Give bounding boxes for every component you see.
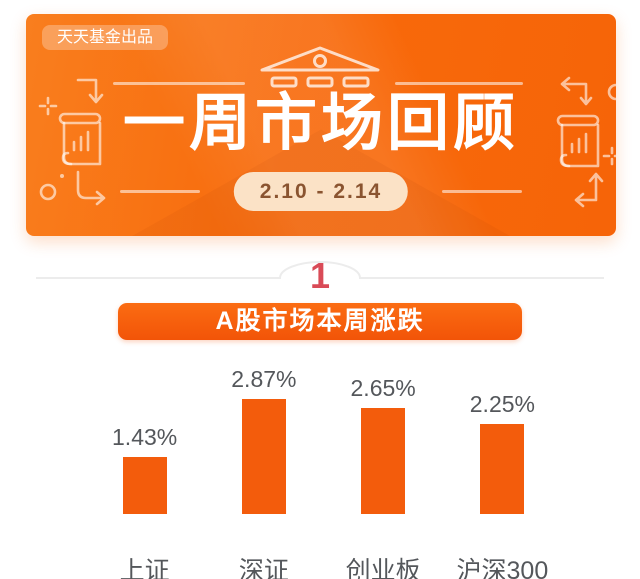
circle-icon xyxy=(607,83,616,101)
sparkle-icon xyxy=(38,96,58,116)
chart-column: 1.43% 上证 xyxy=(85,365,204,579)
category-label: 上证 xyxy=(119,557,170,579)
bar xyxy=(480,424,525,514)
turn-arrow-up-icon xyxy=(574,172,604,208)
section-divider xyxy=(36,261,604,279)
bar xyxy=(361,408,406,514)
bar xyxy=(122,457,167,514)
left-decoration-group xyxy=(38,78,106,206)
turn-arrow-left-icon xyxy=(560,76,593,106)
category-label: 沪深300 xyxy=(456,557,549,579)
divider-line xyxy=(120,190,200,193)
date-range-pill: 2.10 - 2.14 xyxy=(233,172,409,211)
divider-line xyxy=(442,190,522,193)
turn-arrow-down-icon xyxy=(76,78,104,104)
right-decoration-group xyxy=(556,76,616,208)
bar-chart: 1.43% 上证 2.87% 深证 2.65% 创业板 2.25% 沪深300 xyxy=(85,365,562,579)
divider-line xyxy=(395,82,523,85)
banner: 天天基金出品 一周市场回顾 2.10 - 2.14 xyxy=(26,14,616,236)
chart-column: 2.87% 深证 xyxy=(204,365,323,579)
category-label: 创业板 xyxy=(345,557,421,579)
circle-icon xyxy=(39,174,64,201)
bank-icon xyxy=(260,46,380,88)
chart-column: 2.25% 沪深300 xyxy=(443,365,562,579)
divider-line xyxy=(113,82,245,85)
scroll-chart-icon xyxy=(58,112,102,166)
bar-value-label: 2.65% xyxy=(350,375,416,401)
bar-value-label: 2.25% xyxy=(469,391,535,417)
banner-title: 一周市场回顾 xyxy=(122,89,519,158)
bar-value-label: 1.43% xyxy=(112,424,178,450)
bar xyxy=(241,399,286,514)
sparkle-icon xyxy=(602,146,616,166)
section-number: 1 xyxy=(309,255,331,296)
scroll-chart-icon xyxy=(556,114,600,168)
chart-column: 2.65% 创业板 xyxy=(324,365,443,579)
bar-value-label: 2.87% xyxy=(231,366,297,392)
section-heading: A股市场本周涨跌 xyxy=(118,303,522,340)
publisher-tag: 天天基金出品 xyxy=(42,25,169,50)
turn-arrow-right-icon xyxy=(76,170,106,206)
category-label: 深证 xyxy=(238,557,289,579)
